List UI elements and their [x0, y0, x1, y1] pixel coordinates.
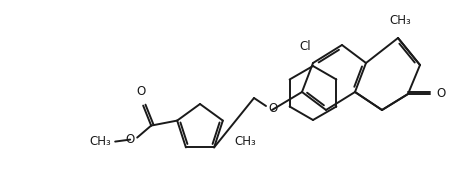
Text: O: O	[435, 87, 444, 100]
Text: O: O	[268, 102, 277, 115]
Text: CH₃: CH₃	[89, 135, 111, 148]
Text: O: O	[125, 133, 134, 146]
Text: O: O	[136, 85, 146, 98]
Text: CH₃: CH₃	[234, 135, 256, 148]
Text: Cl: Cl	[298, 40, 310, 53]
Text: CH₃: CH₃	[388, 14, 410, 27]
